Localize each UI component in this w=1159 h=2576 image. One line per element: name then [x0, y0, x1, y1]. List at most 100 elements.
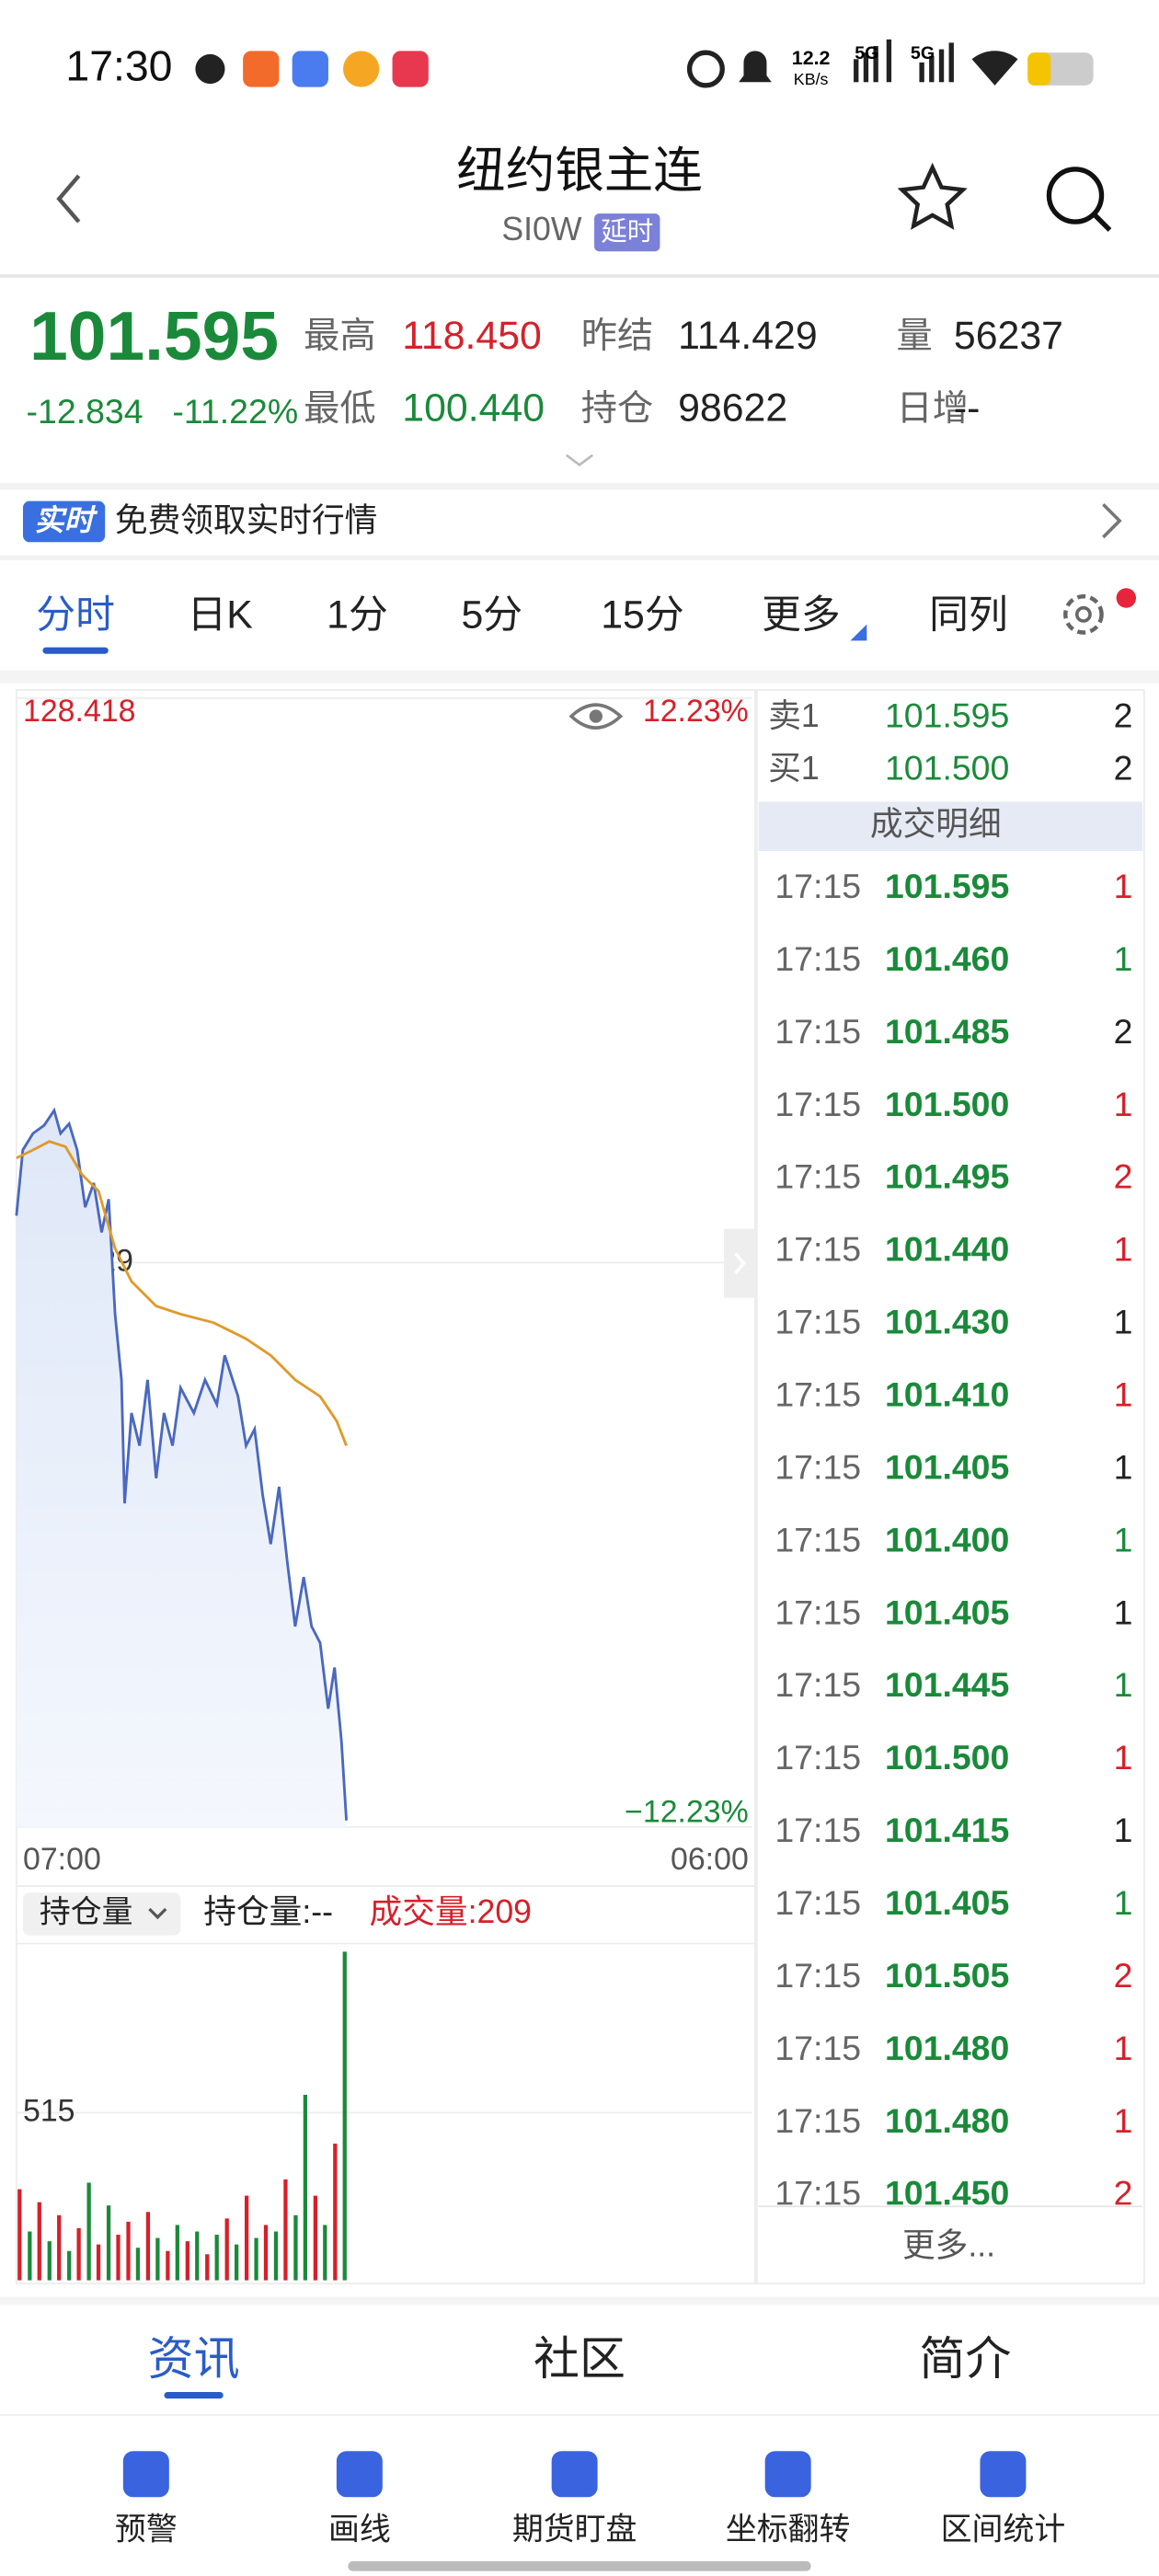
trade-volume: 1 — [1114, 1665, 1133, 1704]
trade-price: 101.485 — [885, 1012, 1009, 1051]
more-trades[interactable]: 更多... — [902, 2226, 995, 2263]
volume-bar — [126, 2221, 131, 2281]
oi-label: 持仓量:-- — [203, 1893, 333, 1930]
trade-volume: 1 — [1114, 1085, 1133, 1123]
back-button[interactable] — [56, 174, 81, 224]
tool-label[interactable]: 预警 — [115, 2513, 178, 2547]
y-tick-label: 515 — [23, 2093, 75, 2128]
trade-volume: 1 — [1114, 1883, 1133, 1922]
dropdown-mark — [850, 624, 867, 641]
trade-price: 101.400 — [885, 1520, 1009, 1558]
x-tick-label: 07:00 — [23, 1842, 101, 1877]
panel-toggle[interactable] — [724, 1228, 757, 1298]
eye-icon[interactable] — [568, 703, 624, 730]
trade-volume: 1 — [1114, 939, 1133, 978]
price-line — [15, 1107, 348, 1821]
tab-underline — [42, 647, 109, 654]
field-value: 114.429 — [678, 314, 818, 358]
trade-time: 17:15 — [775, 1520, 861, 1558]
settings-button[interactable] — [1063, 593, 1104, 635]
tool-icon — [764, 2451, 811, 2498]
chart-tab[interactable]: 同列 — [929, 593, 1008, 638]
banner-text[interactable]: 免费领取实时行情 — [115, 501, 377, 538]
field-label: 昨结 — [581, 316, 654, 356]
volume-bar — [313, 2195, 318, 2281]
volume-bar — [175, 2225, 179, 2281]
tool-icon — [122, 2451, 169, 2498]
status-app-icons — [195, 51, 429, 87]
banner-arrow[interactable] — [1102, 502, 1122, 539]
tool-label[interactable]: 区间统计 — [941, 2513, 1066, 2547]
tool-label[interactable]: 坐标翻转 — [726, 2513, 851, 2547]
field-label: 量 — [896, 316, 932, 356]
trade-time: 17:15 — [775, 1230, 861, 1269]
volume-bar — [57, 2214, 62, 2281]
tool-label[interactable]: 画线 — [328, 2513, 391, 2547]
volume-bar — [155, 2237, 160, 2281]
book-price: 101.500 — [885, 748, 1009, 787]
trade-time: 17:15 — [775, 1883, 861, 1922]
trade-price: 101.505 — [885, 1956, 1009, 1995]
divider — [0, 555, 1159, 560]
trade-volume: 2 — [1114, 2174, 1133, 2213]
field-value: -- — [954, 386, 981, 431]
trade-time: 17:15 — [775, 1374, 861, 1413]
expand-icon[interactable] — [565, 454, 594, 467]
average-line — [16, 1140, 348, 1446]
trade-time: 17:15 — [775, 1157, 861, 1196]
banner-tag-bg — [22, 500, 106, 543]
trade-volume: 1 — [1114, 1593, 1133, 1631]
trade-price: 101.405 — [885, 1883, 1009, 1922]
chart-tab[interactable]: 15分 — [601, 593, 683, 638]
y2-tick-label: 12.23% — [643, 694, 749, 729]
trade-price: 101.480 — [885, 2029, 1009, 2067]
volume-bar — [293, 2214, 298, 2281]
trade-time: 17:15 — [775, 1811, 861, 1849]
trade-time: 17:15 — [775, 1956, 861, 1995]
price-area — [16, 1110, 347, 1827]
tool-icon — [980, 2451, 1027, 2498]
field-label: 最低 — [304, 388, 376, 429]
trade-price: 101.450 — [885, 2174, 1009, 2213]
volume-bar — [76, 2227, 81, 2281]
chart-tab[interactable]: 分时 — [36, 593, 115, 638]
trade-time: 17:15 — [775, 867, 861, 905]
trade-time: 17:15 — [775, 1085, 861, 1123]
selector-bg[interactable] — [22, 1892, 181, 1936]
tool-icon — [551, 2451, 598, 2498]
trade-time: 17:15 — [775, 1738, 861, 1777]
chart-tab[interactable]: 日K — [187, 593, 253, 638]
status-speed-unit: KB/s — [794, 70, 829, 88]
trade-volume: 1 — [1114, 867, 1133, 905]
bottom-tab[interactable]: 社区 — [534, 2333, 625, 2385]
bottom-tab[interactable]: 简介 — [919, 2333, 1011, 2385]
field-value: 118.450 — [402, 314, 542, 358]
chart-tab[interactable]: 5分 — [462, 593, 523, 638]
bottom-tab-underline — [164, 2392, 224, 2399]
panel-toggle-arrow — [734, 1252, 746, 1275]
panel-frame — [755, 689, 1145, 2285]
tool-label[interactable]: 期货盯盘 — [512, 2513, 637, 2547]
trade-price: 101.480 — [885, 2101, 1009, 2140]
search-button[interactable] — [1046, 167, 1112, 232]
volume-bar — [273, 2231, 279, 2281]
book-label: 卖1 — [768, 697, 820, 734]
trade-price: 101.460 — [885, 939, 1009, 978]
volume-bar — [205, 2254, 210, 2281]
volume-bar — [166, 2250, 170, 2281]
volume-bar — [303, 2094, 308, 2281]
sub-selector[interactable]: 持仓量 — [40, 1894, 133, 1929]
book-price: 101.595 — [885, 696, 1009, 734]
volume-bar — [234, 2244, 239, 2281]
bottom-tab[interactable]: 资讯 — [148, 2333, 240, 2385]
chart-tab[interactable]: 1分 — [327, 593, 388, 638]
trade-time: 17:15 — [775, 1447, 861, 1486]
trade-volume: 1 — [1114, 1303, 1133, 1341]
favorite-button[interactable] — [897, 162, 968, 230]
chart-tab[interactable]: 更多 — [762, 593, 841, 638]
volume-bar — [17, 2189, 22, 2281]
volume-bar — [145, 2212, 151, 2281]
trade-time: 17:15 — [775, 2174, 861, 2213]
